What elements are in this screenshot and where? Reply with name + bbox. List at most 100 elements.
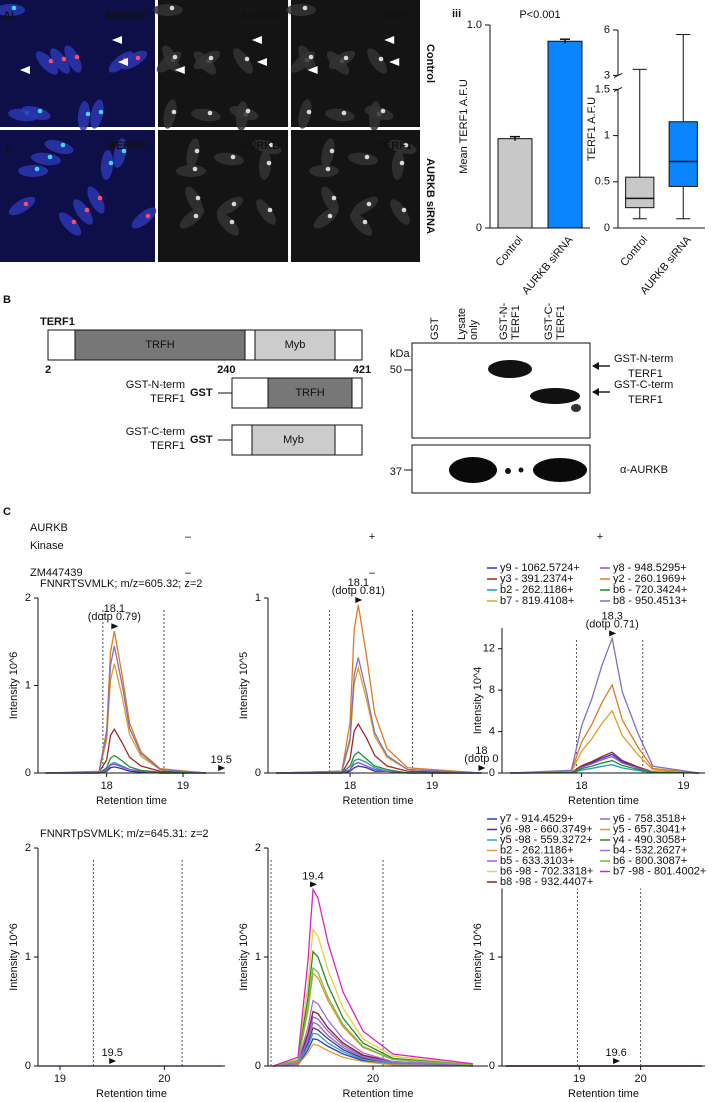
y-tick-label: 0	[476, 222, 482, 234]
chromosome	[391, 150, 405, 180]
focus	[268, 142, 274, 148]
position-label: 421	[353, 364, 371, 376]
series-line	[272, 999, 474, 1067]
y-tick-label: 1.0	[467, 19, 482, 31]
peak-note: (dotp 0.81)	[332, 585, 385, 597]
series-line	[510, 751, 699, 774]
construct-domain	[267, 377, 353, 409]
focus	[267, 207, 273, 213]
x-axis-label: Retention time	[96, 1088, 167, 1100]
series-line	[45, 663, 206, 774]
treatment-sign: +	[597, 531, 603, 543]
chromosome	[193, 50, 221, 70]
peak-label: 18.1	[348, 577, 369, 589]
focus	[192, 166, 198, 172]
series-line	[272, 1032, 474, 1067]
focus	[74, 54, 80, 60]
x-tick-label: Control	[618, 234, 650, 269]
treatment-label: ZM447439	[30, 567, 83, 579]
chromosome	[321, 186, 339, 214]
peak-label: 18	[475, 745, 487, 757]
focus	[171, 109, 177, 115]
legend-label: y6 -98 - 660.3749+	[500, 823, 593, 835]
y-tick-label: 0.5	[595, 176, 610, 188]
legend-label: b2 - 262.1186+	[500, 844, 574, 856]
chromosome	[286, 4, 316, 16]
domain-label: TRFH	[295, 387, 324, 399]
annotation: P<0.001	[519, 9, 560, 21]
marker-label: 37	[390, 466, 402, 478]
focus	[208, 55, 214, 61]
chromosome	[50, 48, 70, 74]
y-tick-label: 4	[489, 725, 495, 737]
condition-label: Control	[424, 44, 436, 83]
bar	[547, 40, 583, 229]
series-line	[45, 631, 206, 774]
channel-label: MERGE	[107, 140, 147, 152]
chromosome	[90, 99, 104, 129]
lane-label: TERF1	[510, 305, 522, 340]
arrowhead	[174, 66, 185, 74]
channel-label: AURKB	[240, 10, 280, 22]
legend-label: b4 - 532.2627+	[613, 844, 687, 856]
y-tick-label: 8	[489, 684, 495, 696]
focus	[366, 201, 372, 207]
blot-unit: kDa	[390, 348, 410, 360]
focus	[34, 166, 40, 172]
arrowhead	[112, 36, 122, 44]
series-line	[272, 950, 474, 1067]
band-label: TERF1	[628, 394, 663, 406]
panel-label: C	[3, 506, 11, 518]
legend-label: b8 -98 - 932.4407+	[500, 876, 593, 888]
treatment-sign: +	[369, 531, 375, 543]
focus	[98, 109, 104, 115]
focus	[329, 148, 335, 154]
x-axis-label: Retention time	[568, 795, 639, 807]
chromosome	[216, 196, 244, 216]
focus	[378, 56, 384, 62]
band	[505, 468, 511, 474]
chromosome	[390, 199, 410, 225]
chromosome	[31, 152, 61, 166]
focus	[306, 109, 312, 115]
bar	[497, 138, 533, 229]
chromosome	[325, 108, 355, 122]
focus	[380, 108, 386, 114]
y-tick-label: 12	[483, 643, 495, 655]
peak-note: (dotp 0.79)	[88, 611, 141, 623]
y-tick-label: 2	[255, 842, 261, 854]
focus	[193, 213, 199, 219]
x-tick-label: 19	[177, 780, 189, 792]
peak-label: 19.6	[605, 1047, 626, 1059]
construct-label: GST-N-term	[126, 379, 185, 391]
x-axis-label: Retention time	[343, 1088, 414, 1100]
chromosome	[387, 139, 417, 155]
tag-label: GST	[190, 434, 213, 446]
panel-label: iii	[452, 8, 461, 20]
series-line	[510, 764, 699, 774]
domain-trfh	[74, 329, 246, 361]
chromosome	[313, 207, 339, 229]
chromosome	[298, 99, 312, 129]
series-line	[45, 754, 206, 774]
construct-label: TERF1	[150, 440, 185, 452]
chromosome	[367, 48, 387, 74]
arrowhead	[20, 66, 30, 74]
chromosome	[0, 4, 25, 16]
focus	[11, 5, 17, 11]
peak-marker	[109, 1058, 117, 1064]
x-tick-label: 19	[573, 1073, 585, 1085]
y-axis-label: Intensity 10^5	[238, 652, 250, 720]
legend-label: b7 - 819.4108+	[500, 595, 574, 607]
arrowhead	[251, 36, 262, 44]
condition-label: AURKB siRNA	[424, 158, 436, 234]
arrowhead	[118, 58, 128, 66]
chromosome	[348, 152, 378, 166]
peak-marker	[310, 881, 317, 888]
chromosome	[131, 207, 157, 229]
x-tick-label: 19	[54, 1073, 66, 1085]
y-axis-label: Intensity 10^6	[8, 923, 20, 991]
focus	[47, 154, 53, 160]
channel-label: TERF1	[377, 10, 412, 22]
